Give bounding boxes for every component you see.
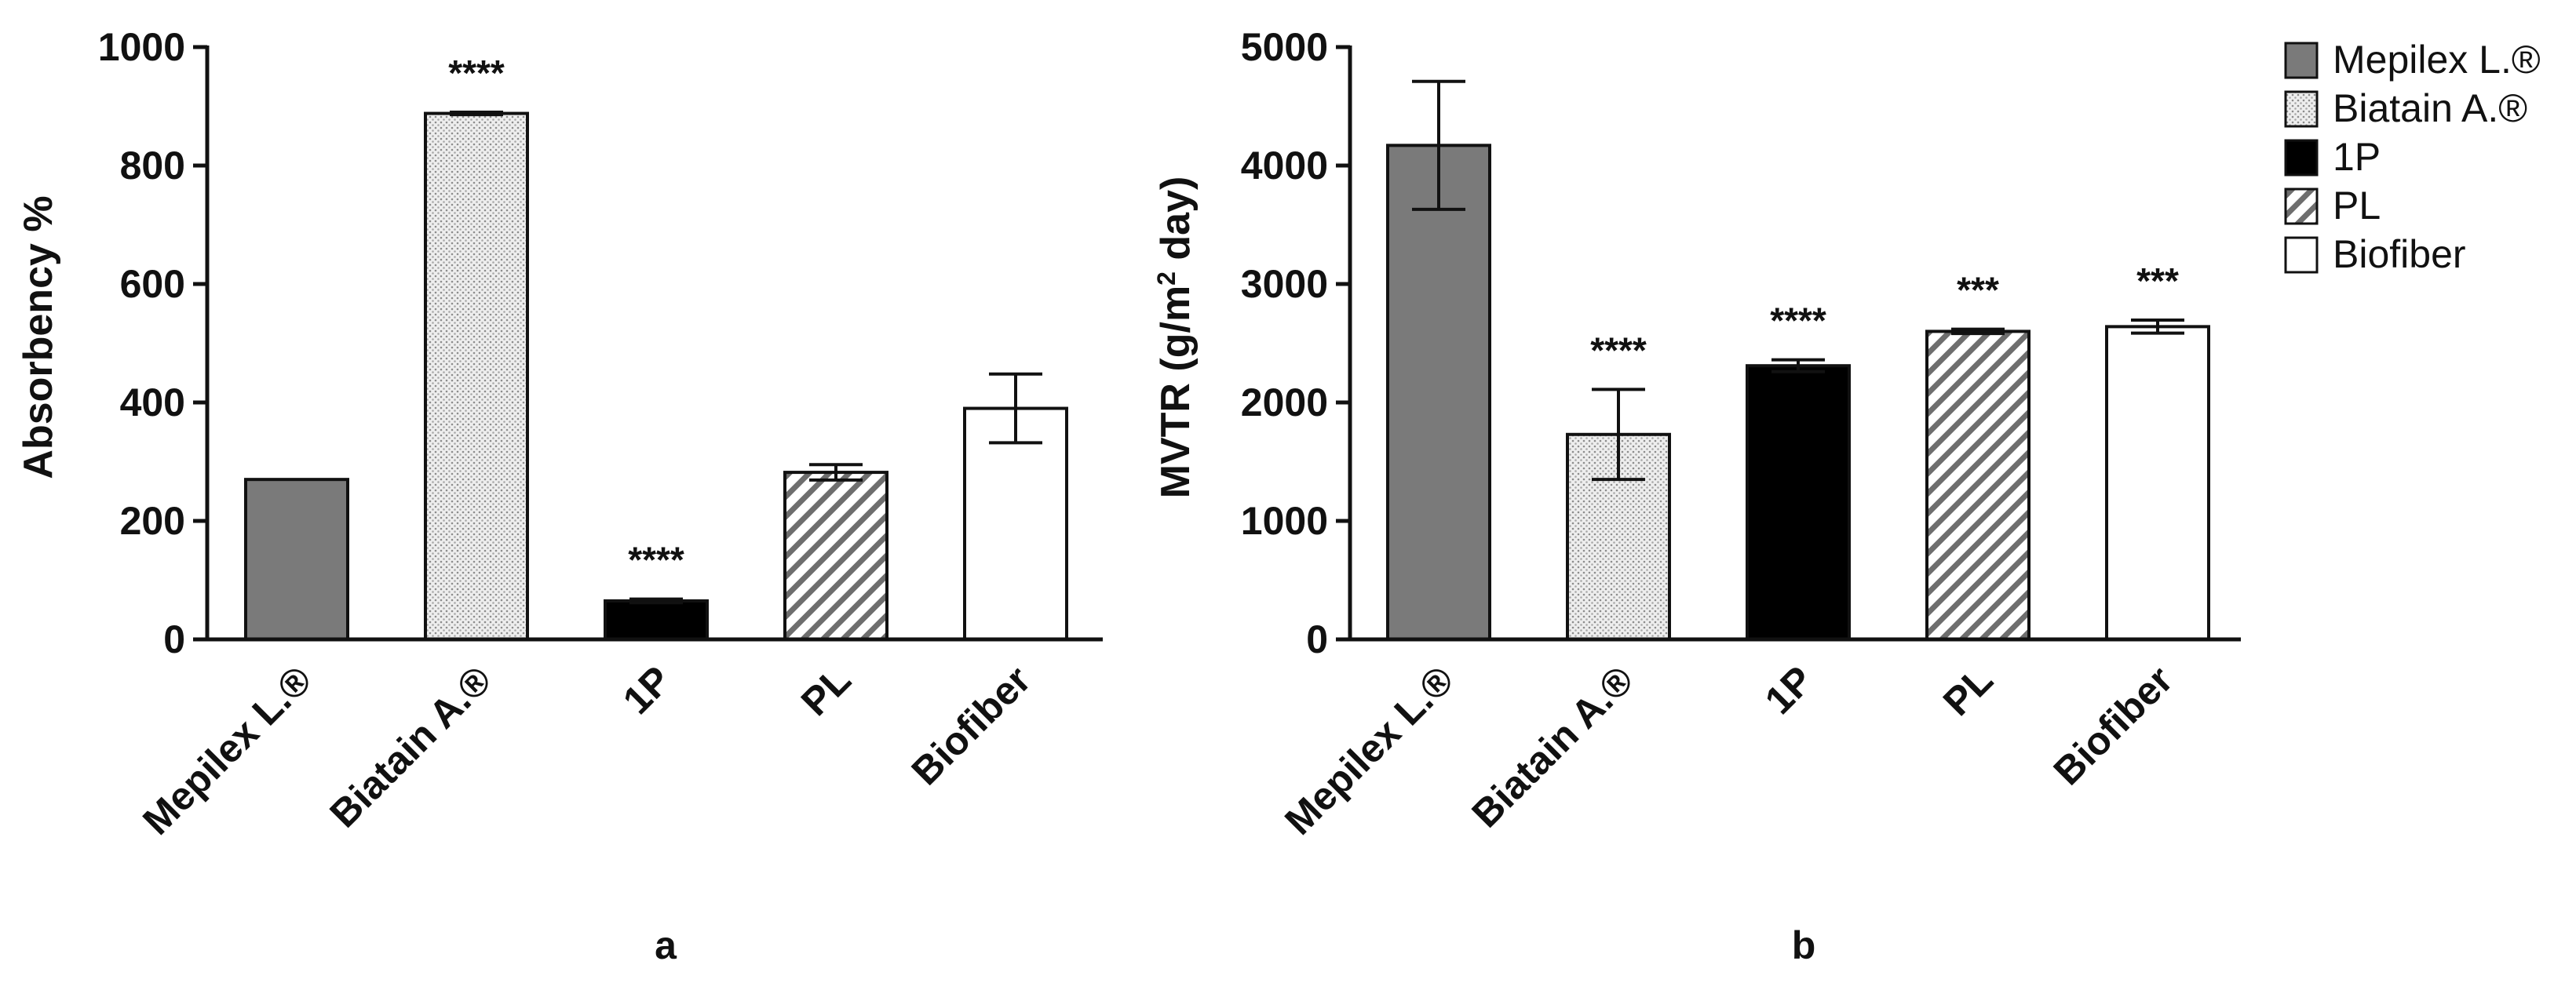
chart-b-bar-pl: [1925, 329, 2031, 641]
legend-swatch-pl: [2284, 187, 2319, 225]
chart-a-ylabel: Absorbency %: [16, 195, 61, 479]
chart-b-category-mepilex: Mepilex L.®: [1276, 657, 1462, 843]
chart-b-significance-biatain: ****: [1590, 329, 1647, 370]
chart-a-bar-pl: [783, 471, 888, 642]
chart-b-category-1p: 1P: [1757, 657, 1822, 723]
legend-label-mepilex: Mepilex L.®: [2333, 38, 2541, 82]
chart-a-category-mepilex: Mepilex L.®: [134, 657, 320, 843]
legend-label-biofiber: Biofiber: [2333, 232, 2466, 276]
chart-b-ylabel-sup: 2: [1152, 271, 1180, 286]
chart-b-category-pl: PL: [1935, 657, 2001, 724]
legend-label-1p: 1P: [2333, 135, 2381, 179]
chart-a-ytick-label: 600: [120, 262, 185, 306]
legend-item-biatain: Biatain A.®: [2284, 86, 2527, 130]
chart-b-significance-1p: ****: [1770, 300, 1826, 341]
legend-item-biofiber: Biofiber: [2284, 232, 2466, 276]
chart-b-ytick-label: 0: [1306, 617, 1328, 661]
legend-swatch-biofiber: [2284, 236, 2319, 274]
chart-b-significance: *********** ***: [1590, 260, 2179, 370]
chart-a-significance-1p: ****: [628, 540, 684, 581]
legend-label-biatain: Biatain A.®: [2333, 86, 2527, 130]
chart-b-bar-1p: [1746, 364, 1851, 641]
legend-swatch-1p: [2284, 139, 2319, 177]
chart-b-category-biatain: Biatain A.®: [1463, 657, 1642, 836]
chart-b-errorbar-biofiber: [2131, 319, 2184, 335]
chart-a-errorbar-pl: [809, 463, 863, 482]
chart-b-grid-ticks: 0 1000 2000 3000 4000 5000: [1241, 25, 1350, 661]
chart-a-errorbar-1p: [629, 597, 683, 605]
chart-b-errorbar-pl: [1951, 327, 2005, 336]
chart-a-significance-biatain: ****: [448, 53, 505, 93]
chart-b-errorbar-biatain: [1592, 388, 1645, 482]
chart-b-errorbar-1p: [1771, 358, 1825, 373]
chart-a-panel-label: a: [655, 923, 677, 967]
chart-a-bar-biofiber: [963, 406, 1068, 641]
chart-a-grid-ticks: 0 200 400 600 800 1000: [98, 25, 207, 661]
chart-b-significance-pl: ***: [1957, 270, 1999, 311]
chart-b-significance-biofiber: ***: [2136, 260, 2179, 301]
chart-a-bar-1p: [604, 599, 709, 641]
chart-a-errorbars: [450, 111, 1042, 605]
chart-b-ytick-label: 2000: [1241, 380, 1328, 424]
chart-a-errorbar-biofiber: [989, 372, 1042, 445]
chart-b-panel-label: b: [1792, 923, 1816, 967]
legend-swatch-mepilex: [2284, 42, 2319, 79]
chart-a-ytick-label: 1000: [98, 25, 185, 69]
chart-b-ytick-label: 3000: [1241, 262, 1328, 306]
chart-b-ylabel-main: MVTR (g/m: [1153, 286, 1199, 499]
chart-b-bars: [1386, 144, 2210, 642]
legend-item-mepilex: Mepilex L.®: [2284, 38, 2541, 82]
chart-a-category-biatain: Biatain A.®: [321, 657, 500, 836]
chart-b-errorbar-mepilex: [1412, 79, 1465, 211]
chart-a-ytick-label: 200: [120, 499, 185, 543]
chart-a-bar-biatain: [424, 111, 529, 641]
chart-b-category-biofiber: Biofiber: [2045, 657, 2181, 793]
chart-a-category-pl: PL: [793, 657, 859, 724]
legend-label-pl: PL: [2333, 184, 2381, 228]
chart-b-bar-mepilex: [1386, 144, 1491, 641]
legend-swatch-biatain: [2284, 90, 2319, 128]
chart-b-ylabel-tail: day): [1153, 177, 1199, 271]
chart-a-significance: **** ****: [448, 53, 684, 581]
chart-b-ytick-label: 4000: [1241, 144, 1328, 187]
legend-item-pl: PL: [2284, 184, 2381, 228]
chart-b-ytick-label: 1000: [1241, 499, 1328, 543]
chart-a-errorbar-biatain: [450, 111, 503, 117]
chart-b-ytick-label: 5000: [1241, 25, 1328, 69]
chart-b-ylabel: MVTR (g/m2 day): [1152, 177, 1199, 499]
chart-a-ytick-label: 0: [163, 617, 185, 661]
chart-a-category-1p: 1P: [615, 657, 680, 723]
chart-a-ytick-label: 800: [120, 144, 185, 187]
legend-item-1p: 1P: [2284, 135, 2381, 179]
chart-b-bar-biofiber: [2105, 325, 2210, 641]
chart-a-category-biofiber: Biofiber: [903, 657, 1039, 793]
chart-a-ytick-label: 400: [120, 380, 185, 424]
chart-b-errorbars: [1412, 79, 2184, 482]
chart-a-bar-mepilex: [244, 478, 349, 642]
chart-b-category-labels: Mepilex L.® Biatain A.® 1P PL Biofiber: [1276, 657, 2181, 843]
chart-a-category-labels: Mepilex L.® Biatain A.® 1P PL Biofiber: [134, 657, 1039, 843]
